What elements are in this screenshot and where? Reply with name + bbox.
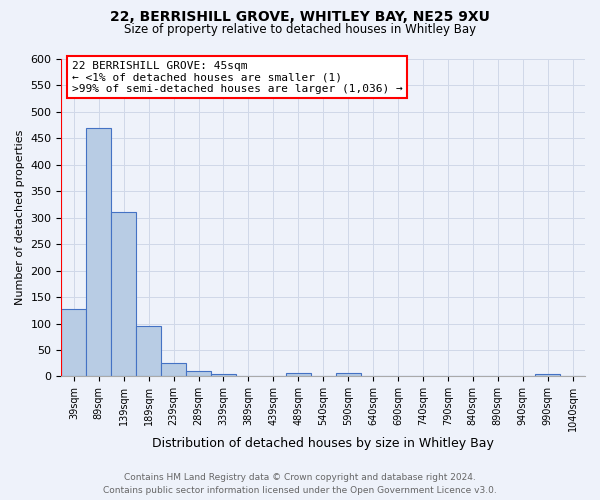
Bar bbox=[111, 212, 136, 376]
Text: Contains public sector information licensed under the Open Government Licence v3: Contains public sector information licen… bbox=[103, 486, 497, 495]
Text: 22 BERRISHILL GROVE: 45sqm
← <1% of detached houses are smaller (1)
>99% of semi: 22 BERRISHILL GROVE: 45sqm ← <1% of deta… bbox=[72, 60, 403, 94]
Bar bbox=[335, 374, 361, 376]
Text: 22, BERRISHILL GROVE, WHITLEY BAY, NE25 9XU: 22, BERRISHILL GROVE, WHITLEY BAY, NE25 … bbox=[110, 10, 490, 24]
Bar bbox=[136, 326, 161, 376]
Bar bbox=[61, 308, 86, 376]
X-axis label: Distribution of detached houses by size in Whitley Bay: Distribution of detached houses by size … bbox=[152, 437, 494, 450]
Bar bbox=[186, 371, 211, 376]
Bar bbox=[286, 374, 311, 376]
Bar bbox=[161, 363, 186, 376]
Text: Size of property relative to detached houses in Whitley Bay: Size of property relative to detached ho… bbox=[124, 22, 476, 36]
Y-axis label: Number of detached properties: Number of detached properties bbox=[15, 130, 25, 306]
Bar bbox=[535, 374, 560, 376]
Bar bbox=[211, 374, 236, 376]
Bar bbox=[86, 128, 111, 376]
Text: Contains HM Land Registry data © Crown copyright and database right 2024.: Contains HM Land Registry data © Crown c… bbox=[124, 474, 476, 482]
